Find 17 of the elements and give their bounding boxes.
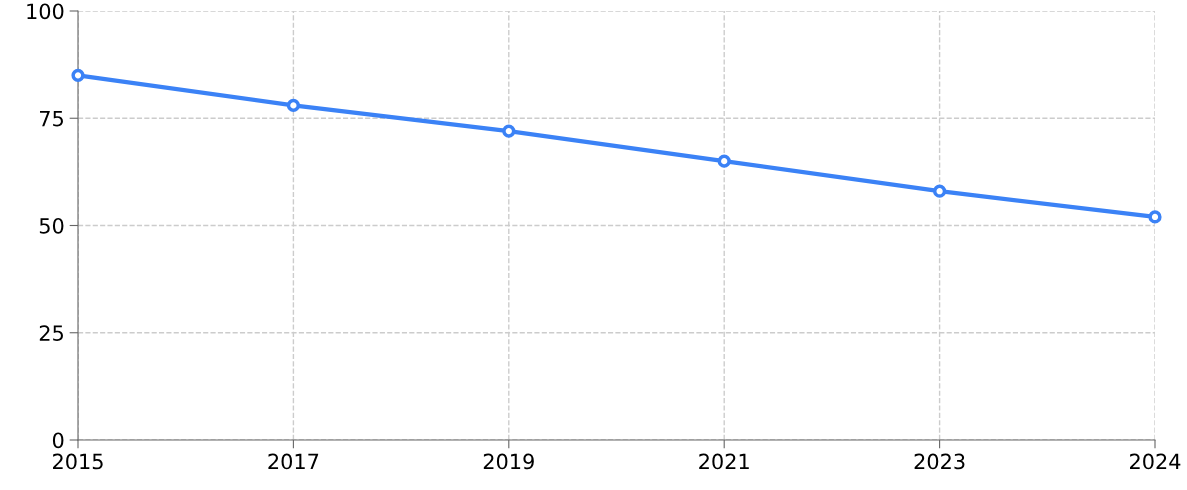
point: [286, 98, 300, 112]
point: [71, 68, 85, 82]
x-tick-label: 2015: [53, 453, 103, 470]
y-tick-label: 75: [40, 110, 63, 127]
y-tick-label: 25: [39, 325, 63, 341]
x-tick-label: 2017: [268, 453, 319, 470]
x-tick-label: 2021: [699, 453, 749, 470]
x-tick-label: 2024: [1130, 453, 1181, 470]
y-tick-label: 100: [27, 3, 64, 20]
x-tick-label: 2023: [914, 453, 965, 470]
point: [717, 154, 731, 168]
point: [1148, 210, 1162, 224]
point: [502, 124, 516, 138]
y-tick-label: 50: [39, 217, 64, 234]
point: [933, 184, 947, 198]
y-tick-label: 0: [52, 432, 64, 449]
x-tick-label: 2019: [483, 453, 534, 470]
